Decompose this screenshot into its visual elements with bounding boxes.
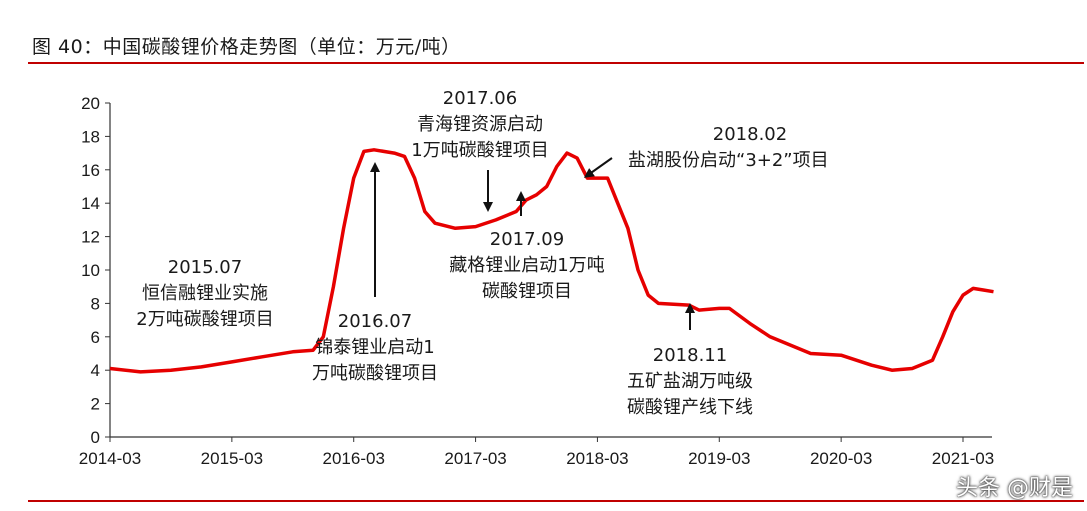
series-layer bbox=[109, 148, 994, 374]
y-tick-label: 2 bbox=[91, 395, 100, 414]
y-tick-label: 14 bbox=[81, 194, 100, 213]
bottom-rule bbox=[28, 500, 1084, 502]
annotation-2018-02: 2018.02 盐湖股份启动“3+2”项目 bbox=[583, 124, 829, 178]
annotation-2016-07: 2016.07 锦泰锂业启动1 万吨碳酸锂项目 bbox=[312, 162, 438, 384]
x-tick-label: 2017-03 bbox=[444, 449, 506, 468]
chart-title: 图 40：中国碳酸锂价格走势图（单位：万元/吨） bbox=[32, 36, 461, 58]
annotation-arrow bbox=[583, 157, 613, 178]
y-tick-label: 16 bbox=[81, 161, 100, 180]
annotation-text: 盐湖股份启动“3+2”项目 bbox=[628, 150, 829, 171]
annotation-text: 碳酸锂项目 bbox=[482, 281, 572, 302]
x-tick-label: 2019-03 bbox=[688, 449, 750, 468]
x-tick-label: 2018-03 bbox=[566, 449, 628, 468]
y-tick-label: 0 bbox=[91, 428, 100, 447]
x-tick-label: 2020-03 bbox=[810, 449, 872, 468]
annotation-text: 青海锂资源启动 bbox=[417, 114, 543, 135]
annotation-date: 2017.06 bbox=[443, 88, 517, 109]
y-tick-label: 20 bbox=[81, 94, 100, 113]
annotation-date: 2018.11 bbox=[653, 345, 727, 366]
annotation-date: 2016.07 bbox=[338, 311, 412, 332]
annotation-date: 2015.07 bbox=[168, 257, 242, 278]
annotations-layer: 2015.07 恒信融锂业实施 2万吨碳酸锂项目 2016.07 锦泰锂业启动1 万吨碳酸… bbox=[136, 88, 828, 418]
x-tick-label: 2015-03 bbox=[201, 449, 263, 468]
annotation-text: 五矿盐湖万吨级 bbox=[627, 371, 753, 392]
y-tick-label: 6 bbox=[91, 328, 100, 347]
top-rule bbox=[28, 62, 1084, 64]
annotation-text: 藏格锂业启动1万吨 bbox=[449, 255, 604, 276]
annotation-date: 2018.02 bbox=[713, 124, 787, 145]
y-tick-label: 8 bbox=[91, 294, 100, 313]
annotation-2015-07: 2015.07 恒信融锂业实施 2万吨碳酸锂项目 bbox=[136, 257, 273, 330]
y-tick-label: 10 bbox=[81, 261, 100, 280]
annotation-date: 2017.09 bbox=[490, 229, 564, 250]
annotation-2017-06: 2017.06 青海锂资源启动 1万吨碳酸锂项目 bbox=[411, 88, 549, 212]
watermark-text: 头条 @财是 bbox=[956, 476, 1073, 501]
axes: 0 2 4 6 8 10 12 14 16 18 20 2014-03 2015-03 2016-03 20… bbox=[79, 94, 994, 468]
annotation-text: 碳酸锂产线下线 bbox=[627, 397, 753, 418]
x-tick-label: 2014-03 bbox=[79, 449, 141, 468]
y-tick-label: 18 bbox=[81, 127, 100, 146]
annotation-text: 恒信融锂业实施 bbox=[142, 283, 268, 304]
annotation-text: 锦泰锂业启动1 bbox=[315, 337, 434, 358]
y-tick-label: 12 bbox=[81, 228, 100, 247]
annotation-text: 2万吨碳酸锂项目 bbox=[136, 309, 273, 330]
x-tick-label: 2016-03 bbox=[323, 449, 385, 468]
annotation-text: 1万吨碳酸锂项目 bbox=[411, 140, 548, 161]
annotation-text: 万吨碳酸锂项目 bbox=[312, 363, 438, 384]
x-tick-label: 2021-03 bbox=[932, 449, 994, 468]
y-tick-label: 4 bbox=[91, 361, 100, 380]
